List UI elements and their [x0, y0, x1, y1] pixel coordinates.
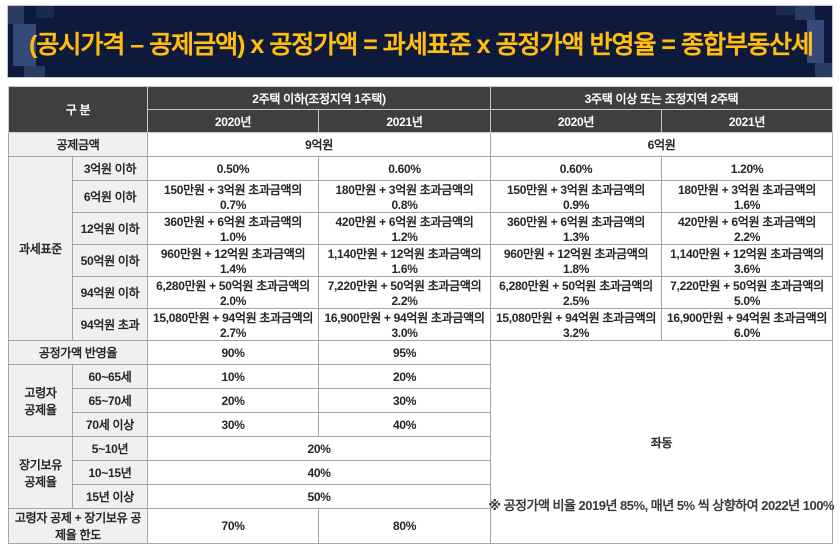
value-cell: 30%: [318, 388, 492, 413]
deco-block-left-bottom: [24, 66, 45, 77]
tax-table-head: 구 분 2주택 이하(조정지역 1주택) 3주택 이상 또는 조정지역 2주택 …: [7, 86, 834, 133]
value-cell: 16,900만원 + 94억원 초과금액의 3.0%: [318, 308, 492, 341]
value-cell: 70%: [147, 508, 320, 544]
header-group-3homes: 3주택 이상 또는 조정지역 2주택: [490, 86, 834, 110]
header-year-2021-left: 2021년: [318, 109, 492, 133]
value-cell: 180만원 + 3억원 초과금액의 1.6%: [661, 180, 834, 213]
table-row: 고령자 공제율 60~65세 10% 20%: [8, 364, 833, 437]
table-header-row-groups: 구 분 2주택 이하(조정지역 1주택) 3주택 이상 또는 조정지역 2주택: [7, 86, 834, 133]
value-cell: 30%: [147, 412, 320, 437]
row-label: 과세표준: [8, 156, 73, 341]
value-cell: 80%: [318, 508, 492, 544]
value-cell: 6,280만원 + 50억원 초과금액의 2.5%: [490, 276, 663, 309]
row-label: 15년 이상: [71, 484, 149, 509]
value-cell: 180만원 + 3억원 초과금액의 0.8%: [318, 180, 492, 213]
table-header-row-years: 2020년 2021년 2020년 2021년: [9, 109, 834, 133]
tax-table-body: 공제금액 9억원 6억원 과세표준 3억원 이하 0.50% 0.60% 0.60% 1.20%…: [7, 132, 834, 544]
value-cell: 1,140만원 + 12억원 초과금액의 3.6%: [661, 244, 834, 277]
table-row: 50억원 이하 960만원 + 12억원 초과금액의 1.4% 1,140만원 + …: [9, 244, 834, 277]
slide-page: { "banner": { "title": "(공시가격 – 공제금액) x …: [7, 5, 835, 544]
value-cell: 0.50%: [147, 156, 320, 181]
value-cell: 1,140만원 + 12억원 초과금액의 1.6%: [318, 244, 492, 277]
header-year-2020-left: 2020년: [147, 109, 320, 133]
value-cell: 7,220만원 + 50억원 초과금액의 5.0%: [661, 276, 834, 309]
deco-block-right-corner: [776, 6, 795, 15]
deco-block-left-mid: [13, 24, 36, 66]
value-cell: 1.20%: [661, 156, 834, 181]
row-label: 94억원 초과: [71, 308, 149, 341]
row-label: 94억원 이하: [71, 276, 149, 309]
footnote: ※ 공정가액 비율 2019년 85%, 매년 5% 씩 상향하여 2022년 …: [488, 498, 834, 513]
value-cell: 10%: [147, 364, 320, 389]
table-row: 94억원 이하 6,280만원 + 50억원 초과금액의 2.0% 7,220만원 …: [9, 276, 834, 309]
value-cell: 15,080만원 + 94억원 초과금액의 3.2%: [490, 308, 663, 341]
deco-block-right-top: [795, 6, 815, 20]
table-row: 94억원 초과 15,080만원 + 94억원 초과금액의 2.7% 16,900만…: [9, 308, 834, 341]
value-cell: 20%: [147, 388, 320, 413]
row-label: 65~70세: [71, 388, 149, 413]
value-cell: 6억원: [490, 132, 834, 157]
value-cell: 90%: [147, 340, 320, 365]
value-cell: 420만원 + 6억원 초과금액의 1.2%: [318, 212, 492, 245]
value-cell: 15,080만원 + 94억원 초과금액의 2.7%: [147, 308, 320, 341]
row-label: 10~15년: [71, 460, 149, 485]
row-label: 3억원 이하: [71, 156, 149, 181]
value-cell: 0.60%: [318, 156, 492, 181]
value-cell: 40%: [318, 412, 492, 437]
value-cell: 20%: [147, 436, 492, 461]
value-cell: 150만원 + 3억원 초과금액의 0.7%: [147, 180, 320, 213]
value-cell: 360만원 + 6억원 초과금액의 1.0%: [147, 212, 320, 245]
row-label: 고령자 공제 + 장기보유 공제율 한도: [7, 508, 149, 544]
row-label: 장기보유 공제율: [8, 436, 73, 509]
header-group-2homes: 2주택 이하(조정지역 1주택): [147, 86, 492, 110]
title-banner: (공시가격 – 공제금액) x 공정가액 = 과세표준 x 공정가액 반영율 =…: [7, 5, 833, 78]
header-gubun: 구 분: [7, 86, 149, 133]
value-cell: 6,280만원 + 50억원 초과금액의 2.0%: [147, 276, 320, 309]
row-label: 5~10년: [71, 436, 149, 461]
value-cell: 960만원 + 12억원 초과금액의 1.4%: [147, 244, 320, 277]
value-cell: 0.60%: [490, 156, 663, 181]
row-label: 6억원 이하: [71, 180, 149, 213]
table-row: 공제금액 9억원 6억원: [7, 132, 834, 157]
row-label: 70세 이상: [71, 412, 149, 437]
value-cell: 20%: [318, 364, 492, 389]
table-row: 공정가액 반영율 90% 95% 좌동: [7, 340, 834, 544]
value-cell: 좌동: [490, 340, 834, 544]
row-label: 공제금액: [7, 132, 149, 157]
value-cell: 150만원 + 3억원 초과금액의 0.9%: [490, 180, 663, 213]
row-label: 50억원 이하: [71, 244, 149, 277]
value-cell: 40%: [147, 460, 492, 485]
table-row: 70세 이상 30% 40%: [9, 412, 833, 437]
table-row: 12억원 이하 360만원 + 6억원 초과금액의 1.0% 420만원 + 6억원…: [9, 212, 834, 245]
row-label: 60~65세: [71, 364, 149, 389]
value-cell: 7,220만원 + 50억원 초과금액의 2.2%: [318, 276, 492, 309]
deco-block-left-corner: [36, 6, 54, 18]
value-cell: 420만원 + 6억원 초과금액의 2.2%: [661, 212, 834, 245]
table-row: 과세표준 3억원 이하 0.50% 0.60% 0.60% 1.20%: [8, 156, 834, 341]
header-year-2020-right: 2020년: [490, 109, 663, 133]
value-cell: 960만원 + 12억원 초과금액의 1.8%: [490, 244, 663, 277]
deco-block-left-top: [8, 6, 24, 24]
row-label: 공정가액 반영율: [7, 340, 149, 365]
value-cell: 9억원: [147, 132, 492, 157]
value-cell: 50%: [147, 484, 492, 509]
tax-table: 구 분 2주택 이하(조정지역 1주택) 3주택 이상 또는 조정지역 2주택 …: [7, 86, 834, 544]
row-label: 고령자 공제율: [8, 364, 73, 437]
table-row: 6억원 이하 150만원 + 3억원 초과금액의 0.7% 180만원 + 3억원 …: [9, 180, 834, 213]
header-year-2021-right: 2021년: [661, 109, 834, 133]
value-cell: 95%: [318, 340, 492, 365]
value-cell: 16,900만원 + 94억원 초과금액의 6.0%: [661, 308, 834, 341]
page-title: (공시가격 – 공제금액) x 공정가액 = 과세표준 x 공정가액 반영율 =…: [29, 30, 814, 59]
table-row: 장기보유 공제율 5~10년 20%: [8, 436, 833, 509]
deco-block-right-bottom: [815, 63, 832, 77]
table-row: 65~70세 20% 30%: [9, 388, 833, 413]
deco-block-right-mid: [807, 20, 824, 63]
row-label: 12억원 이하: [71, 212, 149, 245]
value-cell: 360만원 + 6억원 초과금액의 1.3%: [490, 212, 663, 245]
